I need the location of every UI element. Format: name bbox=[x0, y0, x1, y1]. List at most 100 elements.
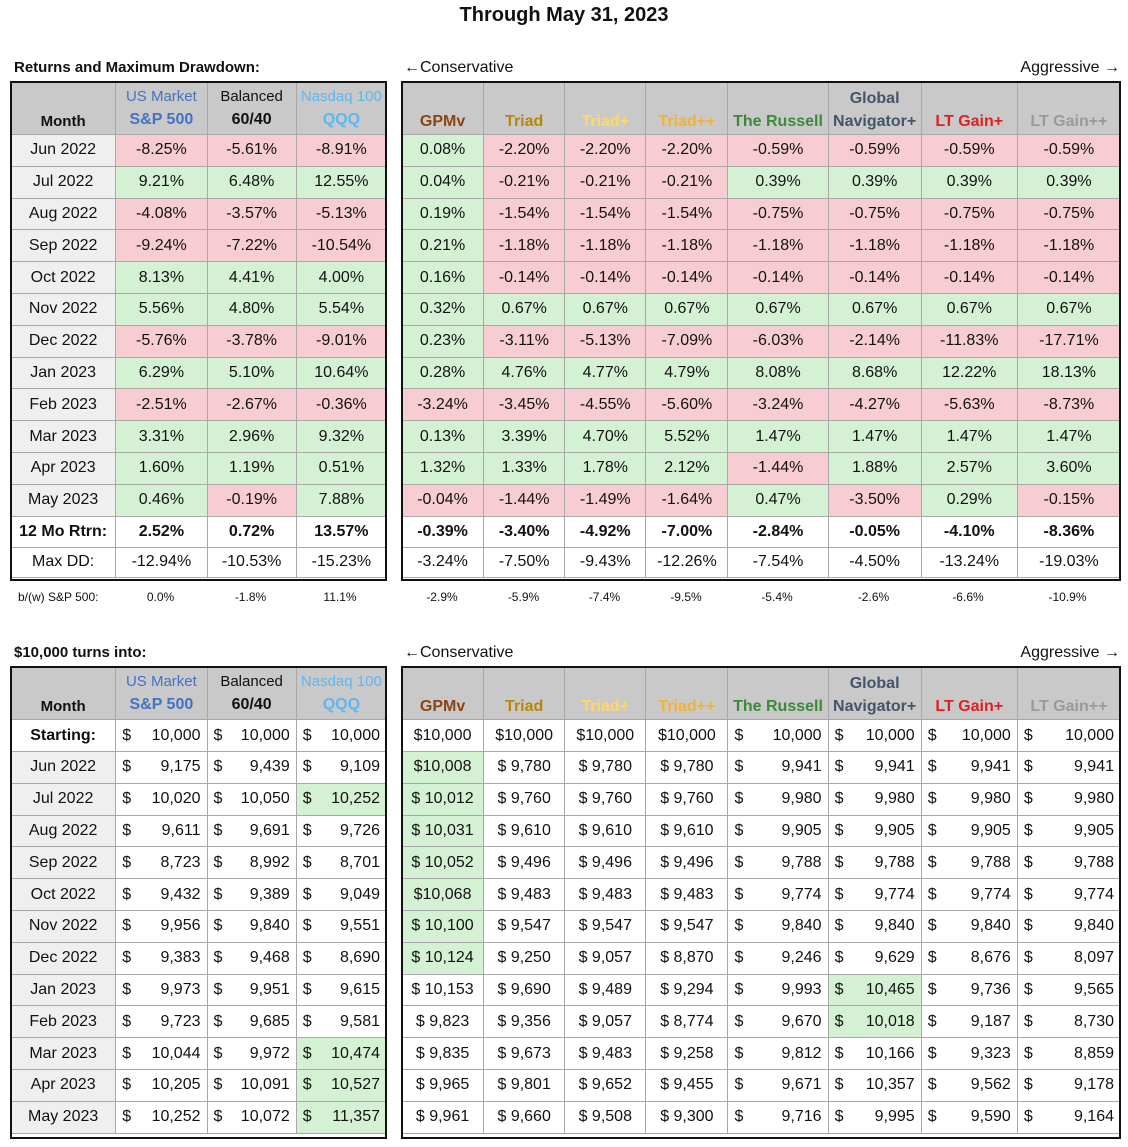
currency-symbol: $ bbox=[734, 821, 744, 839]
strategy-header: LT Gain++ bbox=[1016, 81, 1122, 135]
amount-cell: $9,726 bbox=[295, 814, 388, 848]
amount-wrap: $ 9,660 bbox=[485, 1108, 564, 1126]
return-cell: -4.55% bbox=[564, 388, 647, 422]
amount-cell: $ 9,496 bbox=[483, 846, 566, 880]
return-total-cell: 13.57% bbox=[295, 515, 388, 548]
amount-value: $ 9,801 bbox=[497, 1076, 551, 1094]
return-cell: -1.18% bbox=[920, 229, 1018, 263]
table-row: Jul 2022 $10,020 $10,050 $10,252 bbox=[9, 782, 388, 816]
currency-symbol: $ bbox=[927, 1076, 937, 1094]
amount-value: 8,859 bbox=[1073, 1044, 1114, 1062]
amount-wrap: $9,905 bbox=[922, 822, 1016, 840]
amount-wrap: $10,000 bbox=[1018, 727, 1119, 745]
return-cell: -8.91% bbox=[295, 134, 388, 167]
amount-cell: $9,941 bbox=[920, 751, 1018, 784]
amount-value: 10,465 bbox=[865, 980, 915, 998]
amount-value: $ 9,823 bbox=[415, 1012, 470, 1030]
amount-value: 9,905 bbox=[874, 821, 915, 839]
return-cell: 3.60% bbox=[1016, 451, 1122, 485]
amount-wrap: $9,670 bbox=[729, 1012, 827, 1031]
amount-value: 9,774 bbox=[1073, 885, 1114, 903]
amount-value: 9,432 bbox=[160, 885, 201, 903]
amount-wrap: $9,905 bbox=[729, 821, 827, 840]
amount-value: 8,097 bbox=[1073, 949, 1114, 967]
amount-cell: $ 9,760 bbox=[564, 782, 647, 816]
amount-value: $ 9,250 bbox=[497, 949, 551, 967]
header-row: GPMv Triad Triad+ Triad++ The Russell Glo… bbox=[400, 666, 1122, 720]
return-cell: -5.13% bbox=[564, 324, 647, 358]
return-cell: 9.21% bbox=[115, 165, 208, 199]
return-cell: -7.09% bbox=[645, 324, 729, 358]
month-cell: Jun 2022 bbox=[9, 134, 117, 167]
amount-cell: $9,685 bbox=[206, 1005, 297, 1039]
currency-symbol: $ bbox=[927, 980, 937, 998]
currency-symbol: $ bbox=[734, 790, 744, 808]
twelve-month-return-row: -0.39% -3.40% -4.92% -7.00% -2.84% -0.05% -4.1… bbox=[400, 515, 1122, 548]
amount-cell: $9,175 bbox=[115, 751, 208, 784]
currency-symbol: $ bbox=[302, 917, 312, 935]
amount-cell: $9,951 bbox=[206, 973, 297, 1007]
return-cell: 0.47% bbox=[727, 483, 829, 517]
month-header: Month bbox=[9, 81, 117, 135]
column-header-subtitle: US Market bbox=[125, 673, 197, 690]
amount-cell: $9,840 bbox=[1016, 909, 1122, 943]
amount-wrap: $ 9,057 bbox=[566, 949, 645, 967]
amount-wrap: $ 9,294 bbox=[647, 981, 727, 999]
amount-value: $ 9,455 bbox=[660, 1076, 714, 1094]
returns-section-title: Returns and Maximum Drawdown: bbox=[14, 59, 260, 76]
amount-cell: $8,690 bbox=[295, 941, 388, 975]
amount-value: 9,175 bbox=[160, 758, 201, 776]
amount-value: 9,840 bbox=[249, 917, 290, 935]
amount-wrap: $8,859 bbox=[1018, 1044, 1119, 1063]
drawdown-cell: -10.53% bbox=[206, 546, 297, 578]
return-cell: -7.22% bbox=[206, 229, 297, 263]
return-cell: -0.75% bbox=[727, 197, 829, 231]
return-cell: -0.59% bbox=[1016, 134, 1122, 167]
currency-symbol: $ bbox=[734, 1044, 744, 1062]
row-label: Max DD: bbox=[9, 546, 117, 578]
return-cell: 0.46% bbox=[115, 483, 208, 517]
amount-value: 9,562 bbox=[970, 1076, 1011, 1094]
amount-wrap: $9,973 bbox=[117, 981, 206, 999]
amount-cell: $9,049 bbox=[295, 878, 388, 911]
currency-symbol: $ bbox=[302, 1076, 312, 1094]
return-cell: 0.16% bbox=[400, 261, 485, 294]
currency-symbol: $ bbox=[1023, 790, 1033, 808]
strategy-header-subtitle bbox=[647, 90, 727, 107]
currency-symbol: $ bbox=[302, 790, 312, 808]
strategy-header-title: The Russell bbox=[733, 113, 823, 130]
amount-value: 10,252 bbox=[151, 1108, 201, 1126]
amount-value: 9,905 bbox=[781, 821, 822, 839]
return-cell: 0.39% bbox=[827, 165, 922, 199]
amount-cell: $9,671 bbox=[727, 1068, 829, 1102]
amount-cell: $ 9,258 bbox=[645, 1037, 729, 1070]
currency-symbol: $ bbox=[1023, 1076, 1033, 1094]
currency-symbol: $ bbox=[834, 790, 844, 808]
amount-value: $ 9,057 bbox=[578, 1012, 632, 1030]
return-cell: 0.67% bbox=[920, 292, 1018, 326]
amount-cell: $ 9,250 bbox=[483, 941, 566, 975]
currency-symbol: $ bbox=[834, 980, 844, 998]
amount-value: $ 9,496 bbox=[497, 853, 551, 871]
row-label: Starting: bbox=[9, 719, 117, 752]
drawdown-cell: -4.50% bbox=[827, 546, 922, 578]
starting-amount-cell: $10,000 bbox=[206, 719, 297, 752]
return-cell: 0.67% bbox=[1016, 292, 1122, 326]
return-cell: 10.64% bbox=[295, 356, 388, 390]
return-cell: 2.96% bbox=[206, 420, 297, 453]
amount-value: 10,000 bbox=[865, 726, 915, 744]
amount-wrap: $9,726 bbox=[297, 822, 385, 840]
month-cell: Oct 2022 bbox=[9, 261, 117, 294]
amount-value: 10,000 bbox=[240, 726, 290, 744]
return-cell: -3.24% bbox=[400, 388, 485, 422]
amount-value: 10,205 bbox=[151, 1076, 201, 1094]
currency-symbol: $ bbox=[302, 949, 312, 967]
currency-symbol: $ bbox=[734, 1012, 744, 1030]
amount-wrap: $ 9,652 bbox=[566, 1076, 645, 1094]
drawdown-cell: -9.43% bbox=[564, 546, 647, 578]
currency-symbol: $ bbox=[734, 980, 744, 998]
amount-wrap: $ 9,300 bbox=[647, 1108, 727, 1126]
currency-symbol: $ bbox=[122, 758, 132, 776]
amount-value: $ 9,690 bbox=[497, 980, 551, 998]
amount-cell: $ 9,610 bbox=[483, 814, 566, 848]
